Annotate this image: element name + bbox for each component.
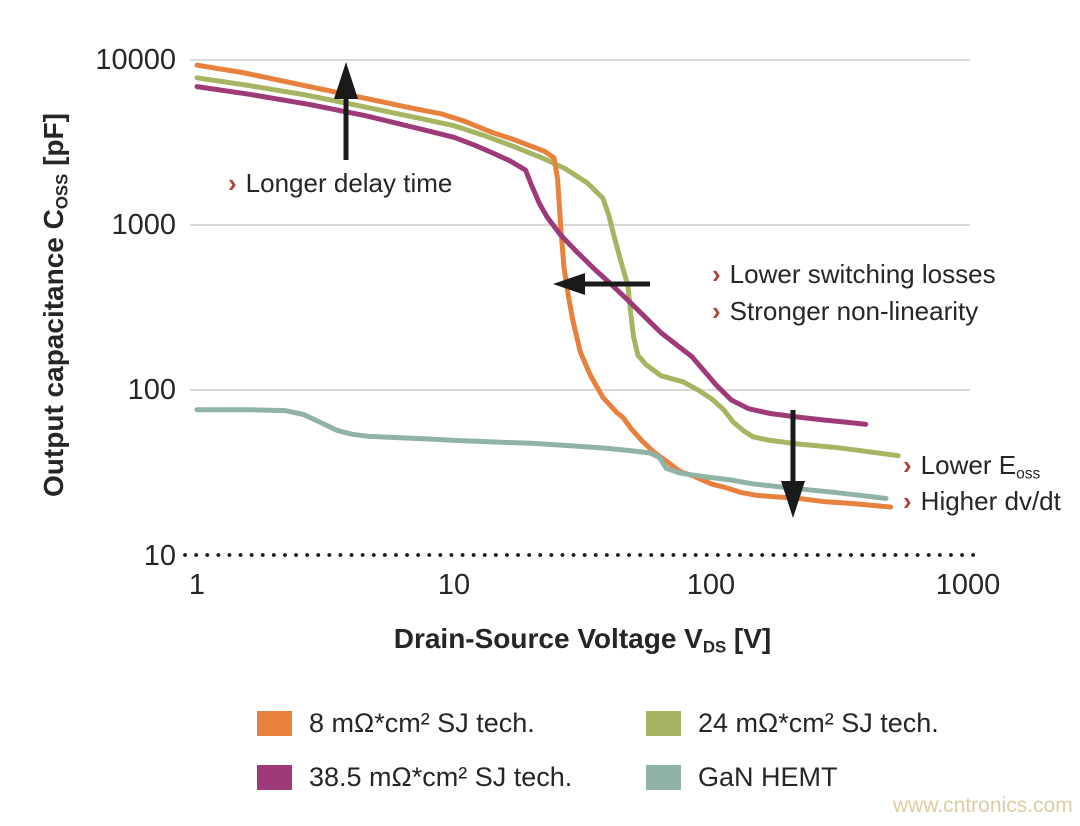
x-tick-100: 100 — [686, 569, 736, 601]
chevron-icon: › — [712, 296, 721, 326]
x-tick-1: 1 — [188, 569, 206, 601]
legend-item-24mohm-sj: 24 mΩ*cm² SJ tech. — [646, 708, 939, 739]
annotation-text-subscript: oss — [1016, 465, 1041, 483]
legend-label: 24 mΩ*cm² SJ tech. — [698, 708, 939, 738]
y-axis-title-main: Output capacitance C — [38, 209, 69, 497]
y-tick-1000: 1000 — [111, 209, 176, 241]
curve-38_5mohm-sj — [194, 84, 869, 427]
annotation-higher-dvdt: › Higher dv/dt — [903, 486, 1061, 517]
legend-item-38_5mohm-sj: 38.5 mΩ*cm² SJ tech. — [257, 762, 572, 793]
annotation-lower-eoss: › Lower Eoss — [903, 450, 1040, 489]
curve-24mohm-sj — [194, 75, 901, 459]
x-tick-1000: 1000 — [935, 569, 1001, 601]
annotation-stronger-non-linearity: › Stronger non-linearity — [712, 296, 978, 327]
legend-swatch-38_5mohm-sj — [257, 765, 292, 790]
legend-item-8mohm-sj: 8 mΩ*cm² SJ tech. — [257, 708, 535, 739]
legend-swatch-24mohm-sj — [646, 711, 681, 736]
chevron-icon: › — [228, 168, 237, 198]
chevron-icon: › — [903, 450, 912, 480]
annotation-text: Stronger non-linearity — [729, 296, 979, 326]
annotation-text: Longer delay time — [245, 168, 453, 198]
chevron-icon: › — [903, 486, 912, 516]
legend-label: 8 mΩ*cm² SJ tech. — [309, 708, 535, 738]
y-tick-10: 10 — [143, 540, 176, 572]
y-axis-title-unit: [pF] — [38, 113, 69, 174]
x-axis-title: Drain-Source Voltage VDS [V] — [197, 623, 968, 658]
annotation-text: Higher dv/dt — [920, 486, 1061, 516]
legend-swatch-gan-hemt — [646, 765, 681, 790]
legend-item-gan-hemt: GaN HEMT — [646, 762, 838, 793]
chevron-icon: › — [712, 259, 721, 289]
y-tick-100: 100 — [127, 374, 176, 406]
watermark: www.cntronics.com — [893, 794, 1073, 817]
x-axis-title-subscript: DS — [702, 637, 727, 657]
y-axis-title: Output capacitance COSS [pF] — [38, 70, 73, 540]
annotation-longer-delay-time: › Longer delay time — [228, 168, 452, 199]
arrow-head-left-icon — [553, 273, 585, 295]
arrow-head-down-icon — [781, 481, 805, 518]
annotation-text: Lower E — [920, 450, 1017, 480]
x-axis-title-main: Drain-Source Voltage V — [393, 623, 703, 654]
y-tick-10000: 10000 — [95, 44, 176, 76]
legend-label: GaN HEMT — [698, 762, 838, 792]
curve-8mohm-sj — [194, 62, 894, 510]
arrow-head-up-icon — [334, 62, 358, 99]
annotation-text: Lower switching losses — [729, 259, 996, 289]
x-axis-title-unit: [V] — [726, 623, 772, 654]
y-axis-title-subscript: OSS — [52, 173, 72, 210]
legend-swatch-8mohm-sj — [257, 711, 292, 736]
x-tick-10: 10 — [437, 569, 471, 601]
legend-label: 38.5 mΩ*cm² SJ tech. — [309, 762, 573, 792]
annotation-lower-switching-losses: › Lower switching losses — [712, 259, 996, 290]
curve-gan-hemt — [194, 407, 889, 501]
